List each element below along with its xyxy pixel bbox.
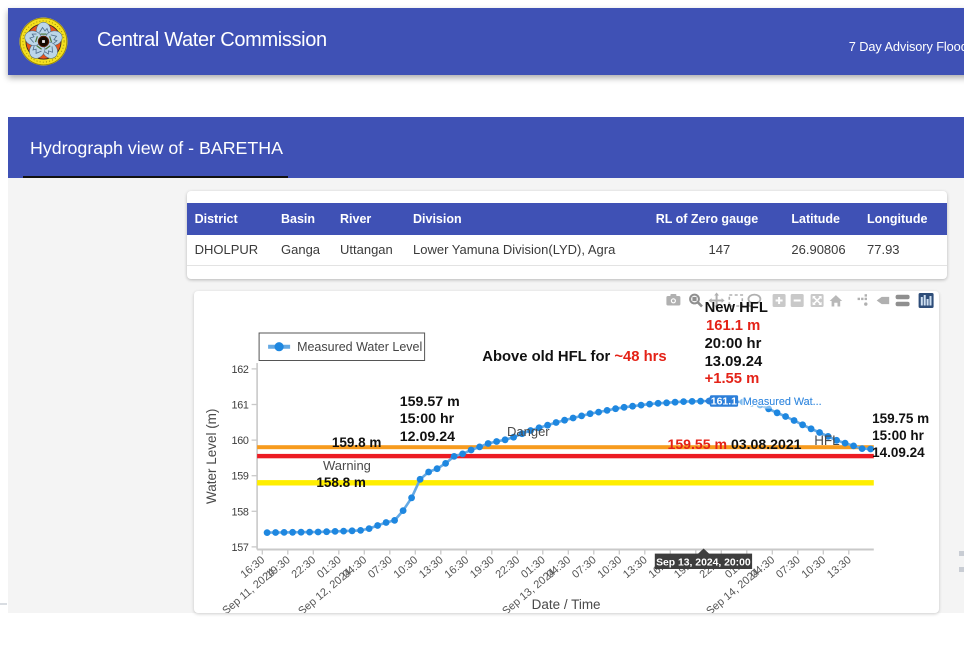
svg-text:07:30: 07:30: [570, 554, 599, 581]
svg-text:Water Level (m): Water Level (m): [204, 408, 219, 503]
svg-text:07:30: 07:30: [774, 554, 803, 581]
svg-text:19:30: 19:30: [468, 554, 497, 581]
svg-text:160: 160: [232, 435, 249, 447]
svg-text:Sep 13, 2024, 20:00: Sep 13, 2024, 20:00: [656, 557, 751, 568]
svg-text:10:30: 10:30: [392, 554, 421, 581]
svg-text:22:30: 22:30: [290, 554, 319, 581]
svg-text:10:30: 10:30: [800, 554, 829, 581]
svg-text:13:30: 13:30: [825, 554, 854, 581]
svg-text:158: 158: [232, 506, 249, 518]
svg-text:16:30: 16:30: [443, 554, 472, 581]
svg-text:159: 159: [232, 470, 249, 482]
svg-text:04:30: 04:30: [749, 554, 778, 581]
svg-text:10:30: 10:30: [596, 554, 625, 581]
svg-text:Measured Wat...: Measured Wat...: [743, 395, 822, 407]
svg-text:Date / Time: Date / Time: [532, 596, 601, 611]
svg-text:22:30: 22:30: [494, 554, 523, 581]
svg-text:13:30: 13:30: [621, 554, 650, 581]
svg-text:19:30: 19:30: [264, 554, 293, 581]
svg-text:157: 157: [232, 541, 249, 553]
svg-text:162: 162: [232, 363, 249, 375]
svg-text:Measured Wat...: Measured Wat...: [743, 395, 822, 407]
svg-text:07:30: 07:30: [366, 554, 395, 581]
svg-text:04:30: 04:30: [341, 554, 370, 581]
svg-text:13:30: 13:30: [417, 554, 446, 581]
svg-text:161.1: 161.1: [711, 396, 737, 407]
svg-text:Measured Water Level: Measured Water Level: [297, 340, 422, 354]
svg-text:161: 161: [232, 399, 249, 411]
svg-text:04:30: 04:30: [545, 554, 574, 581]
